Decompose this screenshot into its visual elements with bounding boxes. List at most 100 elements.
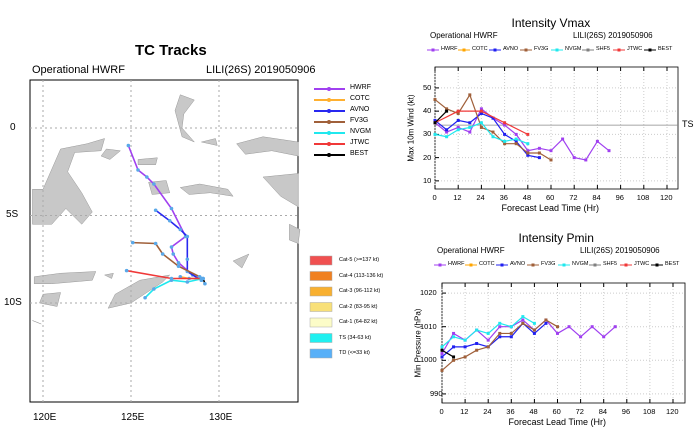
data-point-nvgm [475, 328, 479, 332]
category-label: Cat-4 (113-136 kt) [339, 272, 384, 279]
track-point [130, 240, 135, 245]
data-point-nvgm [532, 321, 536, 325]
data-point-hwrf [590, 325, 594, 329]
legend-label: FV3G [350, 117, 369, 124]
data-point-fv3g [440, 368, 444, 372]
data-point-hwrf [537, 146, 541, 150]
map-frame [29, 79, 299, 403]
data-point-hwrf [549, 149, 553, 153]
data-point-avno [532, 331, 536, 335]
data-point-nvgm [440, 345, 444, 349]
x-tick-label: 120 [666, 407, 679, 416]
data-point-nvgm [509, 325, 513, 329]
island-landmass [174, 94, 195, 143]
data-point-avno [544, 321, 548, 325]
legend-label: JTWC [350, 139, 370, 146]
track-point [185, 280, 190, 284]
x-tick-label: 72 [569, 193, 578, 202]
y-tick-label: 990 [430, 388, 443, 398]
data-point-fv3g [486, 345, 490, 349]
track-point [185, 257, 190, 262]
data-point-nvgm [491, 135, 495, 139]
x-tick-label: 36 [506, 407, 515, 416]
track-point [178, 227, 183, 232]
island-landmass [201, 138, 218, 146]
data-point-fv3g [475, 348, 479, 352]
data-point-avno [475, 342, 479, 346]
x-tick-label: 0 [432, 193, 437, 202]
data-point-fv3g [503, 142, 507, 146]
x-tick-label: 60 [546, 193, 555, 202]
data-point-fv3g [526, 151, 530, 155]
data-point-hwrf [468, 130, 472, 134]
x-tick-label: 48 [529, 407, 538, 416]
data-point-hwrf [602, 335, 606, 339]
category-label: Cat-2 (83-95 kt) [339, 303, 378, 310]
chart-subtitle-left: Operational HWRF [430, 31, 498, 40]
lon-tick: 130E [209, 412, 233, 423]
data-point-jtwc [503, 121, 507, 125]
legend-label: NVGM [572, 261, 589, 267]
series-line-avno [441, 322, 547, 358]
x-tick-label: 96 [621, 407, 631, 416]
y-tick-label: 1010 [420, 321, 437, 331]
legend-label: AVNO [510, 261, 526, 267]
data-point-fv3g [498, 331, 502, 335]
data-point-fv3g [445, 107, 449, 111]
data-point-fv3g [544, 318, 548, 322]
legend-marker [593, 263, 597, 267]
data-point-nvgm [463, 338, 467, 342]
x-axis-label: Forecast Lead Time (Hr) [501, 203, 600, 213]
data-point-hwrf [503, 123, 507, 127]
x-tick-label: 96 [615, 193, 624, 202]
data-point-hwrf [556, 331, 559, 335]
legend-marker [531, 263, 535, 267]
legend-marker [327, 142, 331, 146]
island-landmass [232, 253, 250, 269]
data-point-fv3g [521, 321, 525, 325]
track-point [171, 252, 176, 256]
x-tick-label: 48 [522, 193, 532, 202]
track-point [176, 264, 181, 269]
x-axis-label: Forecast Lead Time (Hr) [508, 417, 607, 427]
data-point-fv3g [514, 142, 518, 146]
chart-subtitle-right: LILI(26S) 2019050906 [580, 246, 660, 255]
data-point-hwrf [440, 352, 444, 356]
tracks-subtitle-right: LILI(26S) 2019050906 [206, 64, 316, 76]
data-point-nvgm [468, 125, 472, 129]
data-point-nvgm [433, 132, 437, 136]
track-point [143, 295, 147, 300]
island-landmass [289, 223, 301, 244]
data-point-hwrf [445, 130, 449, 134]
x-tick-label: 108 [642, 407, 656, 416]
data-point-fv3g [463, 355, 467, 359]
category-label: Cat-1 (64-82 kt) [339, 319, 378, 325]
chart-title: Intensity Vmax [511, 16, 591, 30]
legend-marker [500, 263, 504, 267]
track-point [126, 143, 131, 148]
legend-marker [524, 48, 528, 52]
legend-label: HWRF [350, 84, 371, 91]
y-tick-label: 10 [423, 175, 432, 185]
lon-tick: 120E [33, 412, 57, 423]
island-landmass [262, 173, 299, 208]
data-point-jtwc [479, 109, 483, 113]
track-point [167, 218, 172, 223]
legend-label: NVGM [565, 46, 582, 52]
track-point [178, 274, 183, 279]
data-point-jtwc [526, 132, 530, 136]
x-tick-label: 0 [439, 407, 444, 416]
category-swatch [309, 317, 333, 328]
island-landmass [137, 157, 158, 165]
x-tick-label: 12 [460, 407, 469, 416]
series-line-fv3g [434, 93, 552, 161]
legend-label: FV3G [534, 46, 549, 52]
series-line-best [441, 349, 454, 358]
data-point-avno [514, 139, 518, 143]
legend-marker [655, 263, 659, 267]
x-tick-label: 24 [476, 193, 485, 202]
track-point [153, 241, 158, 246]
legend-marker [555, 48, 559, 52]
